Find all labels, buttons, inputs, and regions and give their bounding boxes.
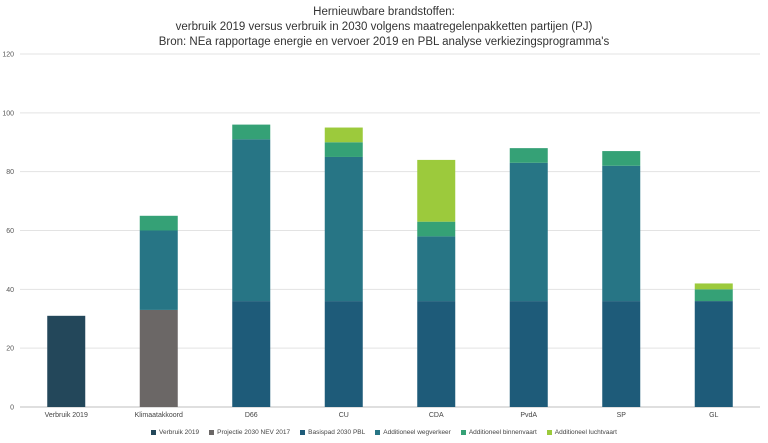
y-tick-label: 120 (2, 52, 14, 59)
y-tick-label: 0 (10, 405, 14, 412)
bar-segment (509, 301, 548, 407)
legend-swatch (460, 430, 466, 435)
y-tick-label: 60 (6, 228, 14, 235)
bar-segment (694, 289, 733, 302)
y-tick-label: 80 (6, 169, 14, 176)
legend-label: Additioneel binnenvaart (468, 429, 537, 436)
bar-segment (602, 151, 641, 166)
bar-segment (324, 156, 363, 302)
bar-segment (324, 301, 363, 407)
bar-segment (417, 159, 456, 222)
bar-segment (324, 142, 363, 157)
legend-swatch (300, 430, 306, 435)
bar-segment (232, 124, 271, 140)
bar-segment (694, 283, 733, 290)
x-tick-label: CU (339, 412, 349, 419)
chart-title-line-2: verbruik 2019 versus verbruik in 2030 vo… (175, 21, 593, 33)
y-tick-label: 20 (6, 346, 14, 353)
legend-item: Additioneel binnenvaart (460, 429, 537, 436)
bar-segment (324, 127, 363, 143)
y-tick-label: 100 (2, 110, 14, 117)
x-tick-label: PvdA (520, 412, 537, 419)
legend-item: Additioneel luchtvaart (546, 429, 617, 436)
bar-segment (232, 301, 271, 407)
bar-segment (139, 230, 178, 310)
legend-label: Basispad 2030 PBL (308, 429, 366, 436)
x-tick-label: Verbruik 2019 (45, 412, 88, 419)
chart-title: Hernieuwbare brandstoffen: verbruik 2019… (0, 5, 768, 50)
x-tick-label: D66 (245, 412, 258, 419)
legend-swatch (209, 430, 215, 435)
bar-segment (417, 301, 456, 407)
legend-label: Additioneel luchtvaart (554, 429, 617, 436)
chart-title-line-1: Hernieuwbare brandstoffen: (313, 6, 455, 18)
bar-segment (509, 162, 548, 302)
bar-segment (417, 221, 456, 237)
legend-swatch (151, 430, 157, 435)
x-tick-label: Klimaatakkoord (135, 412, 183, 419)
bar-segment (602, 301, 641, 407)
legend-label: Projectie 2030 NEV 2017 (217, 429, 291, 436)
x-tick-label: GL (709, 412, 718, 419)
legend-item: Projectie 2030 NEV 2017 (209, 429, 290, 436)
legend-item: Verbruik 2019 (151, 429, 199, 436)
legend-item: Basispad 2030 PBL (300, 429, 365, 436)
x-tick-label: SP (617, 412, 627, 419)
bar-segment (694, 301, 733, 407)
legend-label: Verbruik 2019 (159, 429, 200, 436)
y-tick-label: 40 (6, 287, 14, 294)
bar-segment (139, 215, 178, 231)
bar-segment (417, 236, 456, 302)
bar-segment (47, 315, 86, 407)
bar-segment (602, 165, 641, 302)
x-tick-label: CDA (429, 412, 444, 419)
legend-swatch (375, 430, 381, 435)
bar-segment (232, 139, 271, 302)
legend-swatch (546, 430, 552, 435)
chart-title-line-3: Bron: NEa rapportage energie en vervoer … (158, 36, 610, 48)
bar-segment (509, 148, 548, 163)
legend-label: Additioneel wegverkeer (383, 429, 451, 436)
legend-item: Additioneel wegverkeer (375, 429, 451, 436)
bar-segment (139, 309, 178, 407)
legend: Verbruik 2019 Projectie 2030 NEV 2017 Basi… (0, 429, 768, 436)
